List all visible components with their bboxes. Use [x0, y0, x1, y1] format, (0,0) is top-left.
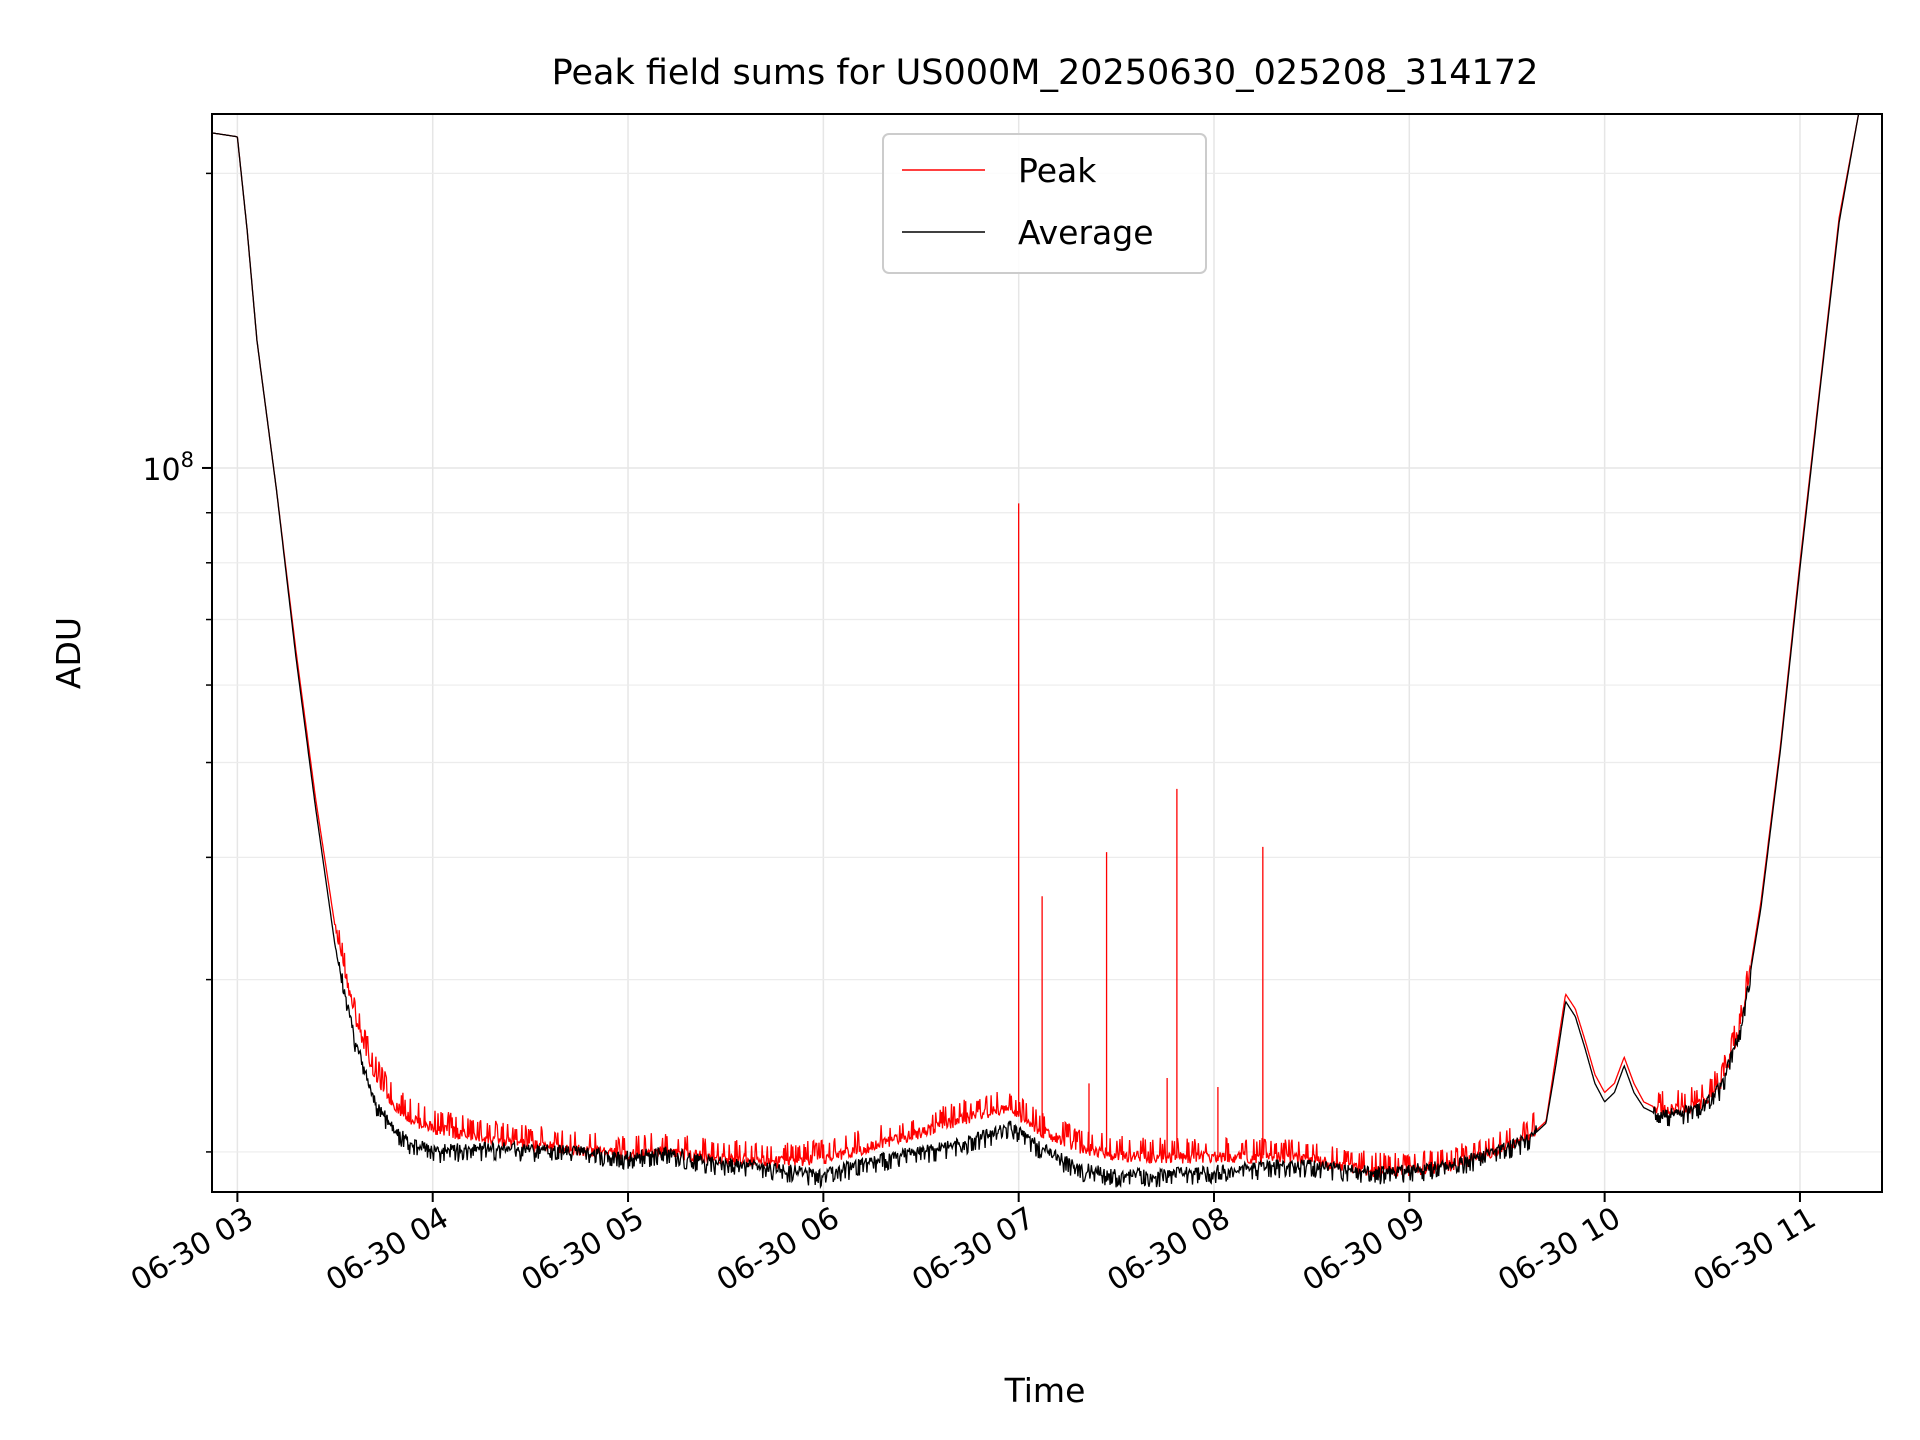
- plot-frame: [211, 113, 1883, 1193]
- y-tick-label: 108: [142, 448, 194, 488]
- series-line-peak: [211, 113, 1860, 1178]
- legend: Peak Average: [882, 133, 1207, 274]
- legend-label-peak: Peak: [1018, 151, 1097, 190]
- x-axis-label: Time: [1004, 1371, 1086, 1410]
- series-layer: [211, 113, 1860, 1190]
- series-line-average: [211, 113, 1860, 1190]
- y-axis-label: ADU: [49, 617, 88, 689]
- y-axis-ticks: 108: [142, 172, 212, 1153]
- legend-label-average: Average: [1018, 213, 1154, 252]
- legend-frame: [882, 133, 1207, 274]
- chart-title: Peak field sums for US000M_20250630_0252…: [552, 53, 1539, 93]
